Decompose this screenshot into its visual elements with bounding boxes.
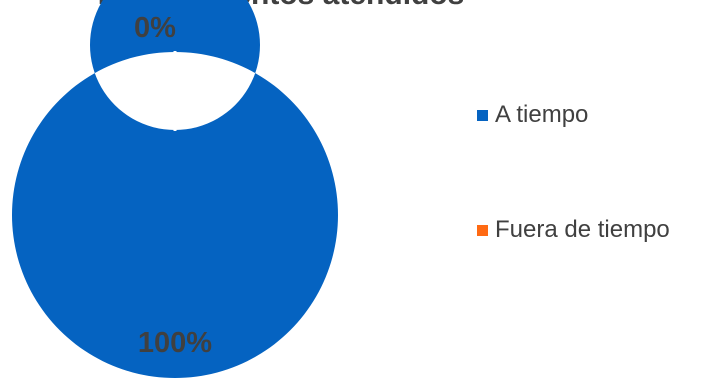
legend-swatch-a-tiempo (477, 109, 488, 121)
donut-slice-a-tiempo (12, 0, 338, 378)
legend-label-fuera-de-tiempo: Fuera de tiempo (495, 216, 670, 243)
legend-label-a-tiempo: A tiempo (495, 101, 589, 128)
legend-item-a-tiempo: A tiempo (477, 101, 588, 129)
legend-swatch-fuera-de-tiempo (477, 224, 488, 236)
legend-item-fuera-de-tiempo: Fuera de tiempo (477, 216, 670, 244)
chart-title: requerimientos atendidos (0, 0, 712, 12)
data-label-a-tiempo: 100% (138, 327, 212, 359)
data-label-fuera-de-tiempo: 0% (134, 12, 176, 44)
